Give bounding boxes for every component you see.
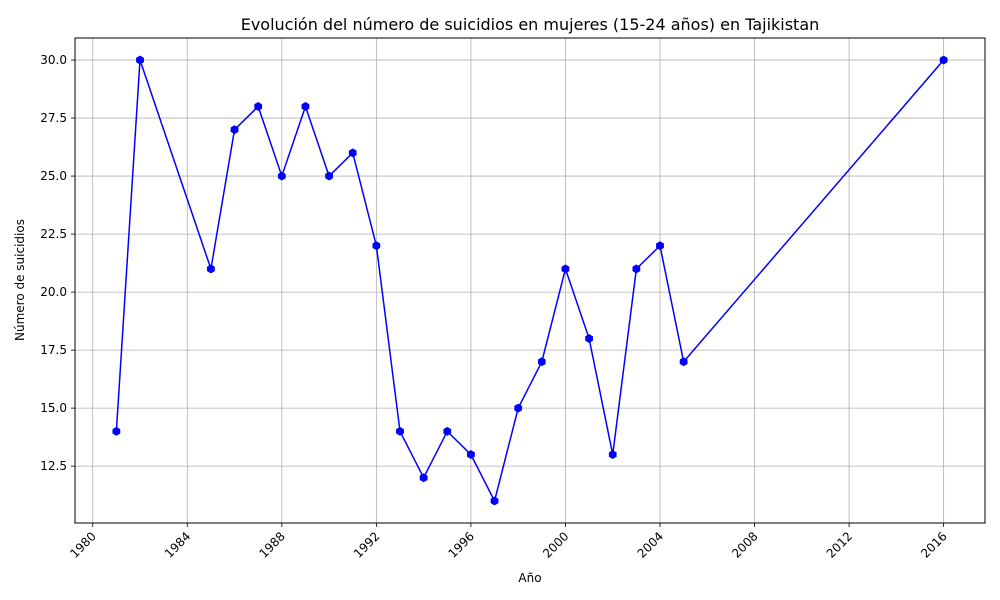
grid (75, 38, 985, 523)
x-tick-label: 2000 (540, 529, 571, 560)
data-point (112, 426, 121, 436)
x-tick-label: 1988 (256, 529, 287, 560)
data-point (561, 264, 570, 274)
data-point (254, 101, 263, 111)
data-point (467, 450, 475, 460)
x-tick-label: 2012 (824, 529, 855, 560)
y-axis-label: Número de suicidios (13, 219, 27, 341)
y-tick-label: 25.0 (40, 169, 67, 183)
y-tick-label: 12.5 (40, 459, 67, 473)
x-tick-label: 1980 (67, 529, 98, 560)
data-point (939, 55, 948, 65)
y-tick-label: 27.5 (40, 111, 67, 125)
plot-frame (74, 37, 986, 524)
x-tick-label: 2008 (729, 529, 760, 560)
data-point (325, 171, 333, 181)
y-tick-label: 30.0 (40, 53, 67, 67)
data-point (136, 55, 144, 65)
y-tick-label: 22.5 (40, 227, 67, 241)
data-point (679, 357, 688, 367)
series-line (115, 59, 945, 504)
ticks: 1980 1984 1988 1992 1996 2000 2004 2008 2012 2016… (40, 53, 949, 561)
data-point (537, 357, 546, 367)
data-point (230, 125, 239, 135)
data-point (419, 473, 428, 483)
data-point (443, 426, 452, 436)
data-point (656, 241, 664, 251)
y-tick-label: 20.0 (40, 285, 67, 299)
x-tick-label: 1996 (446, 529, 477, 560)
series (112, 55, 948, 506)
data-point (608, 450, 617, 460)
data-point (632, 264, 641, 274)
data-point (372, 241, 381, 251)
y-tick-label: 17.5 (40, 343, 67, 357)
data-point (396, 426, 404, 436)
data-point (585, 334, 593, 344)
data-point (348, 148, 357, 158)
data-point (490, 496, 499, 506)
y-tick-label: 15.0 (40, 401, 67, 415)
x-tick-label: 1992 (351, 529, 382, 560)
x-tick-label: 1984 (162, 529, 193, 560)
data-point (207, 264, 215, 274)
x-axis-label: Año (518, 571, 541, 585)
x-tick-label: 2016 (918, 529, 949, 560)
chart-title: Evolución del número de suicidios en muj… (241, 15, 820, 34)
x-tick-label: 2004 (635, 529, 666, 560)
data-point (514, 403, 523, 413)
data-point (301, 101, 310, 111)
data-point (277, 171, 286, 181)
